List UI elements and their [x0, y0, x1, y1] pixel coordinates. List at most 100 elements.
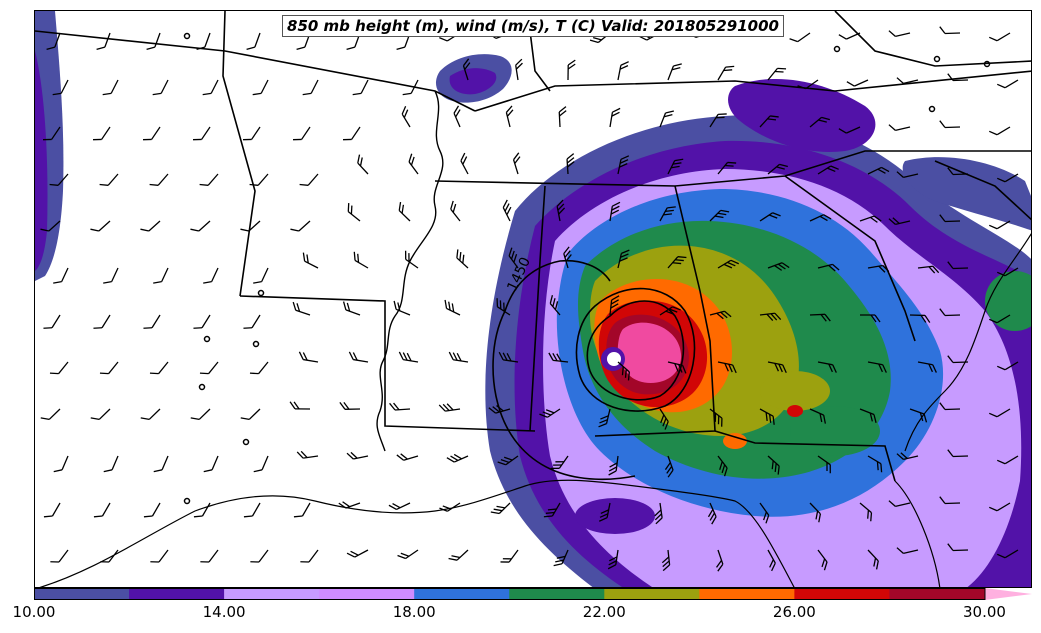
wind-barb — [140, 408, 161, 421]
calm-marker — [928, 105, 936, 113]
wind-barb — [767, 163, 788, 175]
colorbar-segment — [224, 588, 320, 600]
wind-barb — [817, 455, 831, 474]
wind-barb — [398, 201, 411, 222]
wind-barb — [103, 455, 119, 473]
wind-barb — [867, 264, 890, 273]
wind-barb — [346, 549, 369, 558]
map-canvas: 1450 — [35, 11, 1031, 587]
wind-barb — [103, 267, 119, 284]
wind-barb — [404, 250, 419, 269]
wind-barb — [42, 126, 61, 141]
wind-barb — [717, 361, 737, 374]
wind-barb — [809, 116, 831, 128]
wind-barb — [717, 455, 728, 477]
wind-barb — [598, 408, 611, 428]
wind-barb — [548, 352, 569, 363]
wind-barb — [709, 408, 723, 427]
wind-barb — [143, 502, 161, 518]
wind-barb — [767, 549, 776, 572]
calm-marker — [183, 32, 191, 40]
wind-barb — [90, 220, 111, 232]
wind-barb — [896, 171, 919, 179]
wind-barb — [859, 408, 877, 423]
wind-barb — [667, 361, 687, 374]
wind-barb — [150, 549, 169, 563]
wind-barb — [242, 126, 261, 141]
wind-barb — [617, 61, 629, 81]
wind-barb — [497, 455, 519, 466]
wind-barb — [149, 173, 169, 186]
colorbar-segment — [604, 588, 700, 600]
wind-barb — [342, 301, 361, 316]
wind-barb — [996, 173, 1019, 183]
wind-barb — [190, 220, 211, 232]
wind-barb — [688, 31, 711, 39]
wind-barb — [142, 126, 161, 141]
wind-barb — [939, 214, 961, 223]
wind-barb — [200, 549, 219, 563]
wind-barb — [817, 165, 839, 175]
temp-band-west-inner — [35, 51, 48, 271]
colorbar-extend — [984, 588, 1032, 600]
wind-barb — [460, 152, 469, 175]
wind-barb — [293, 502, 311, 518]
wind-barb — [767, 67, 787, 81]
wind-barb — [99, 361, 119, 375]
wind-barb — [401, 106, 411, 128]
coastline — [39, 479, 795, 587]
wind-barb — [515, 58, 523, 81]
wind-barb — [553, 549, 569, 567]
wind-barb — [867, 455, 883, 473]
wind-barb — [508, 247, 519, 269]
wind-barb — [939, 26, 961, 35]
boundary-line — [529, 185, 546, 432]
wind-barb — [202, 79, 219, 96]
boundary-line — [714, 430, 896, 482]
wind-barb — [300, 549, 319, 563]
wind-barb — [456, 249, 469, 269]
boundary-line — [594, 185, 716, 437]
wind-barb — [759, 312, 782, 321]
map-panel: 1450 850 mb height (m), wind (m/s), T (C… — [34, 10, 1032, 588]
wind-barb — [609, 201, 621, 222]
wind-barb — [299, 173, 319, 186]
temp-band-29 — [617, 322, 682, 383]
wind-barb — [512, 152, 521, 175]
wind-barb — [93, 502, 111, 518]
boundary-line — [222, 11, 256, 297]
wind-barb — [338, 501, 361, 509]
wind-barb — [988, 126, 1011, 136]
wind-barb — [607, 549, 619, 570]
wind-barb — [240, 408, 261, 421]
wind-barb — [996, 79, 1019, 89]
wind-barb — [817, 361, 837, 373]
wind-barb — [402, 79, 419, 96]
wind-barb — [617, 249, 630, 269]
wind-barb — [809, 214, 832, 222]
wind-barb — [498, 351, 519, 363]
wind-barb — [388, 502, 411, 511]
wind-barb — [50, 549, 69, 563]
wind-barb — [659, 408, 669, 430]
wind-barb — [896, 547, 919, 555]
wind-barb — [759, 212, 781, 222]
wind-barb — [947, 543, 969, 552]
wind-barb — [448, 351, 469, 363]
calm-marker — [252, 340, 260, 348]
colorbar-tick-label: 14.00 — [202, 603, 246, 621]
wind-barb — [909, 314, 931, 323]
wind-barb — [53, 267, 69, 284]
wind-barb — [146, 32, 161, 51]
wind-barb — [40, 220, 61, 232]
wind-barb — [947, 261, 969, 270]
wind-barb — [290, 220, 311, 232]
wind-barb — [296, 450, 319, 459]
wind-barb — [817, 549, 828, 571]
wind-barb — [43, 502, 61, 518]
wind-barb — [289, 401, 311, 410]
calm-marker — [242, 438, 250, 446]
wind-barb — [496, 298, 511, 316]
wind-barb — [888, 217, 911, 226]
wind-barb — [667, 63, 682, 81]
